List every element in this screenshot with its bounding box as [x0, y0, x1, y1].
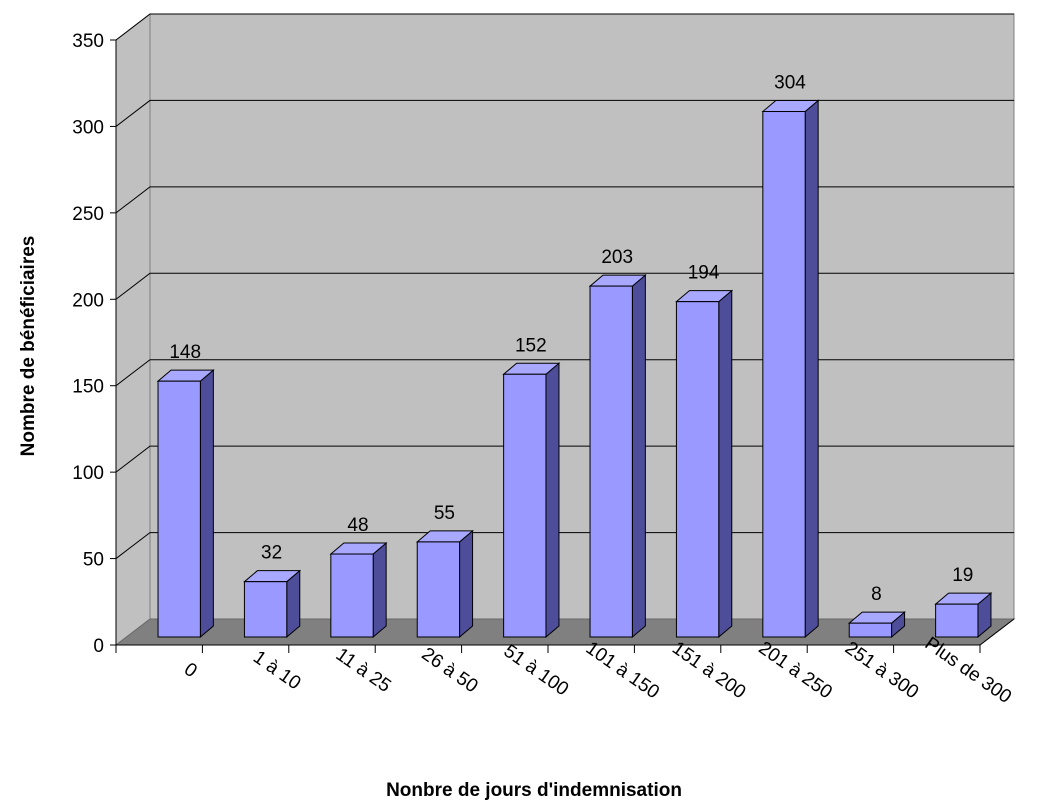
bar-front: [589, 285, 633, 638]
bar: [415, 529, 474, 639]
gridline: [115, 99, 1014, 127]
gridline: [115, 186, 1014, 214]
x-axis-title: Nonbre de jours d'indemnisation: [386, 780, 682, 801]
y-tick-labels: 0 50 100 150 200 250 300 350: [72, 31, 104, 657]
x-tick-label: 11 à 25: [332, 644, 395, 697]
bar: [329, 541, 388, 639]
bars: [156, 99, 993, 639]
bar-front: [935, 603, 979, 638]
bar: [243, 569, 302, 639]
bar-side: [459, 529, 474, 639]
x-tick-label: 151 à 200: [668, 638, 749, 704]
x-tick-label: 201 à 250: [755, 638, 836, 704]
bar: [934, 592, 993, 639]
data-label: 304: [774, 73, 806, 94]
x-tick-label: 51 à 100: [500, 641, 573, 701]
x-tick-label: 251 à 300: [841, 638, 922, 704]
bar-side: [718, 289, 733, 639]
bar-side: [372, 541, 387, 639]
bar: [847, 611, 906, 639]
bar: [761, 99, 820, 639]
data-label: 32: [261, 543, 282, 564]
bar-front: [157, 380, 201, 638]
bar: [156, 369, 215, 639]
data-label: 48: [347, 515, 368, 536]
bar-side: [631, 274, 646, 639]
bar: [588, 274, 647, 639]
data-label: 194: [688, 263, 720, 284]
y-tick-label: 300: [72, 117, 104, 138]
gridline: [115, 13, 1014, 41]
data-label: 148: [169, 342, 201, 363]
x-tick-label: 101 à 150: [582, 638, 663, 704]
data-label: 152: [515, 335, 547, 356]
data-label: 19: [952, 565, 973, 586]
bar-side: [804, 99, 819, 639]
gridline: [115, 272, 1014, 300]
bar-front: [503, 373, 547, 638]
data-label: 203: [601, 247, 633, 268]
x-tick-label: 1 à 10: [249, 647, 304, 695]
side-wall: [115, 12, 151, 647]
bar-side: [545, 362, 560, 639]
y-tick-label: 250: [72, 204, 104, 225]
back-wall: [149, 13, 1015, 620]
bar: [675, 289, 734, 639]
bar-front: [848, 622, 893, 638]
bar-front: [243, 581, 288, 638]
chart-walls: [114, 12, 1016, 647]
y-tick-label: 350: [72, 31, 104, 52]
bar: [502, 362, 561, 639]
y-tick-label: 0: [93, 636, 104, 657]
floor-front-edge: [979, 618, 1015, 646]
y-tick-label: 100: [72, 463, 104, 484]
bar-front: [675, 301, 720, 638]
x-tick-label: 26 à 50: [418, 644, 482, 698]
bar-front: [416, 541, 461, 638]
y-tick-label: 150: [72, 377, 104, 398]
axes: [110, 39, 1015, 653]
y-tick-label: 200: [72, 290, 104, 311]
data-label: 55: [434, 503, 455, 524]
x-tick-label: 0: [180, 659, 201, 682]
bar-side: [199, 369, 214, 639]
bar-front: [330, 553, 374, 638]
y-axis-title: Nombre de bénéficiaires: [18, 236, 39, 457]
y-tick-label: 50: [83, 550, 104, 571]
bar-front: [762, 111, 806, 638]
data-labels: 148 32 48 55 152 203 194 304 8 19: [169, 73, 973, 606]
data-label: 8: [871, 584, 882, 605]
